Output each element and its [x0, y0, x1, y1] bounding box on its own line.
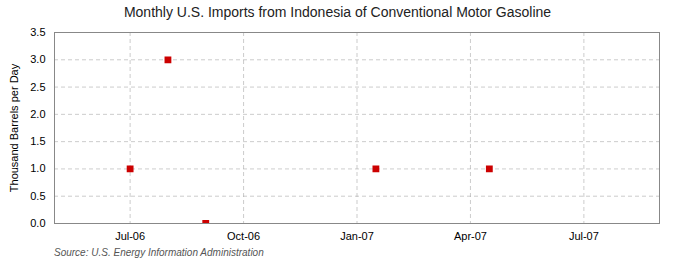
svg-text:2.0: 2.0 [30, 108, 45, 120]
html-text:Monthly U.S. Imports from Indo: Monthly U.S. Imports from Indonesia of C… [123, 4, 552, 20]
html-text:Source: U.S. Energy Informatio: Source: U.S. Energy Information Administ… [54, 247, 264, 258]
svg-text:Thousand Barrels per Day: Thousand Barrels per Day [8, 63, 20, 192]
svg-text:0.0: 0.0 [30, 217, 45, 229]
svg-text:Jan-07: Jan-07 [340, 230, 374, 242]
svg-text:3.5: 3.5 [30, 26, 45, 38]
svg-text:1.5: 1.5 [30, 135, 45, 147]
svg-text:Oct-06: Oct-06 [227, 230, 260, 242]
svg-text:0.5: 0.5 [30, 190, 45, 202]
svg-text:Apr-07: Apr-07 [454, 230, 487, 242]
svg-text:1.0: 1.0 [30, 162, 45, 174]
svg-text:3.0: 3.0 [30, 53, 45, 65]
svg-text:Jul-07: Jul-07 [569, 230, 599, 242]
svg-text:2.5: 2.5 [30, 81, 45, 93]
svg-text:Jul-06: Jul-06 [115, 230, 145, 242]
